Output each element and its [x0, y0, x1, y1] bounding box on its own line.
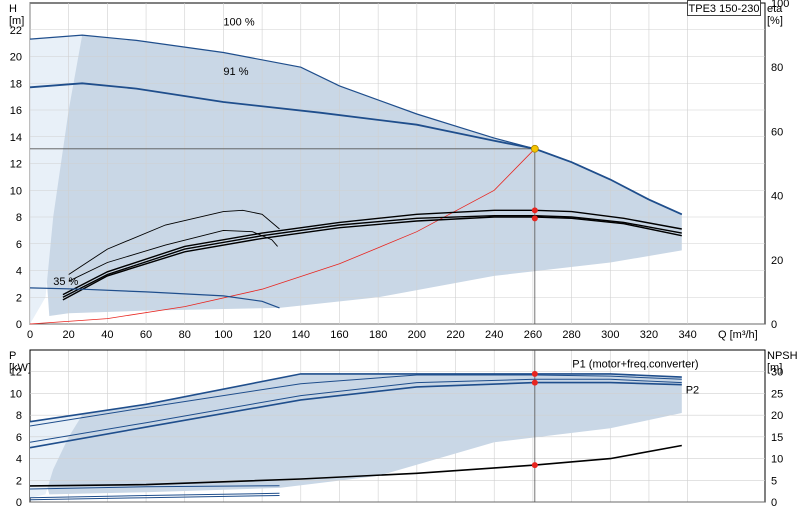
- pump-label: TPE3 150-230: [687, 0, 761, 16]
- efficiency-marker: [531, 207, 538, 214]
- npsh-y-tick-label: 30: [771, 367, 783, 379]
- qh-y-tick-label: 12: [10, 159, 22, 171]
- eta-y-tick-label: 20: [771, 255, 783, 267]
- power-curve: [29, 381, 682, 449]
- npsh-curve: [29, 444, 682, 487]
- efficiency-curve: [62, 215, 682, 298]
- qh-x-tick-label: 240: [485, 329, 503, 341]
- power-curve: [29, 495, 280, 501]
- qh-x-tick-label: 40: [101, 329, 113, 341]
- npsh-y-tick-label: 5: [771, 475, 777, 487]
- efficiency-curve: [68, 229, 278, 282]
- qh-y-tick-label: 18: [10, 78, 22, 90]
- qh-x-tick-label: 60: [140, 329, 152, 341]
- eta-axis-unit: [%]: [767, 15, 783, 27]
- qh-y-tick-label: 14: [10, 132, 22, 144]
- efficiency-marker: [531, 215, 538, 222]
- head-curve-label: 91 %: [223, 66, 248, 78]
- power-y-tick-label: 12: [10, 367, 22, 379]
- npsh-axis-unit: [m]: [767, 362, 782, 374]
- head-curve: [29, 287, 280, 309]
- power-y-axis-unit: [kW]: [9, 362, 31, 374]
- qh-x-tick-label: 120: [253, 329, 271, 341]
- eta-y-tick-label: 100: [771, 0, 789, 10]
- power-marker: [531, 370, 538, 377]
- qh-y-tick-label: 10: [10, 185, 22, 197]
- qh-y-tick-label: 2: [16, 292, 22, 304]
- eta-y-tick-label: 0: [771, 319, 777, 331]
- qh-x-tick-label: 0: [27, 329, 33, 341]
- power-curve: [29, 492, 280, 499]
- qh-x-tick-label: 200: [408, 329, 426, 341]
- qh-x-tick-label: 140: [292, 329, 310, 341]
- qh-y-tick-label: 6: [16, 239, 22, 251]
- power-y-tick-label: 4: [16, 454, 22, 466]
- npsh-y-tick-label: 20: [771, 410, 783, 422]
- eta-axis-label: eta: [767, 3, 783, 15]
- eta-y-tick-label: 60: [771, 126, 783, 138]
- efficiency-curve: [68, 209, 280, 275]
- power-marker: [531, 462, 538, 469]
- duty-point: [530, 144, 539, 153]
- head-curve: [29, 82, 683, 216]
- qh-x-tick-label: 220: [446, 329, 464, 341]
- npsh-axis-label: NPSH: [767, 350, 798, 362]
- power-curve: [29, 485, 280, 490]
- power-operating-envelope: [30, 373, 682, 495]
- qh-x-tick-label: 300: [601, 329, 619, 341]
- qh-y-tick-label: 16: [10, 105, 22, 117]
- head-curve-label: 100 %: [223, 17, 254, 29]
- power-curve: [29, 373, 682, 423]
- qh-y-tick-label: 8: [16, 212, 22, 224]
- head-curve-label: 35 %: [53, 276, 78, 288]
- power-marker: [531, 379, 538, 386]
- qh-operating-envelope: [30, 35, 682, 316]
- qh-x-tick-label: 20: [63, 329, 75, 341]
- power-y-tick-label: 0: [16, 497, 22, 509]
- qh-y-tick-label: 22: [10, 25, 22, 37]
- qh-x-tick-label: 280: [562, 329, 580, 341]
- qh-x-tick-label: 260: [524, 329, 542, 341]
- efficiency-curve: [62, 209, 682, 296]
- qh-x-axis-unit: Q [m³/h]: [718, 329, 758, 341]
- npsh-y-tick-label: 25: [771, 388, 783, 400]
- power-y-tick-label: 2: [16, 475, 22, 487]
- qh-envelope-light-region: [30, 35, 83, 324]
- qh-x-tick-label: 80: [179, 329, 191, 341]
- npsh-y-tick-label: 15: [771, 432, 783, 444]
- qh-x-tick-label: 180: [369, 329, 387, 341]
- npsh-y-tick-label: 10: [771, 454, 783, 466]
- qh-x-tick-label: 160: [330, 329, 348, 341]
- qh-y-axis-label: H: [9, 3, 17, 15]
- power-y-tick-label: 8: [16, 410, 22, 422]
- power-y-axis-label: P: [9, 350, 16, 362]
- eta-y-tick-label: 80: [771, 62, 783, 74]
- qh-x-tick-label: 100: [214, 329, 232, 341]
- power-series-label: P1 (motor+freq.converter): [572, 358, 698, 370]
- qh-y-tick-label: 0: [16, 319, 22, 331]
- npsh-y-tick-label: 0: [771, 497, 777, 509]
- power-y-tick-label: 10: [10, 388, 22, 400]
- power-series-label: P2: [686, 384, 699, 396]
- qh-y-tick-label: 20: [10, 52, 22, 64]
- efficiency-curve: [62, 216, 682, 301]
- qh-y-axis-unit: [m]: [9, 15, 24, 27]
- power-y-tick-label: 6: [16, 432, 22, 444]
- eta-y-tick-label: 40: [771, 191, 783, 203]
- power-curve: [29, 378, 682, 443]
- system-curve: [29, 148, 536, 325]
- qh-x-tick-label: 320: [640, 329, 658, 341]
- power-curve: [29, 374, 682, 427]
- qh-x-tick-label: 340: [678, 329, 696, 341]
- qh-y-tick-label: 4: [16, 266, 22, 278]
